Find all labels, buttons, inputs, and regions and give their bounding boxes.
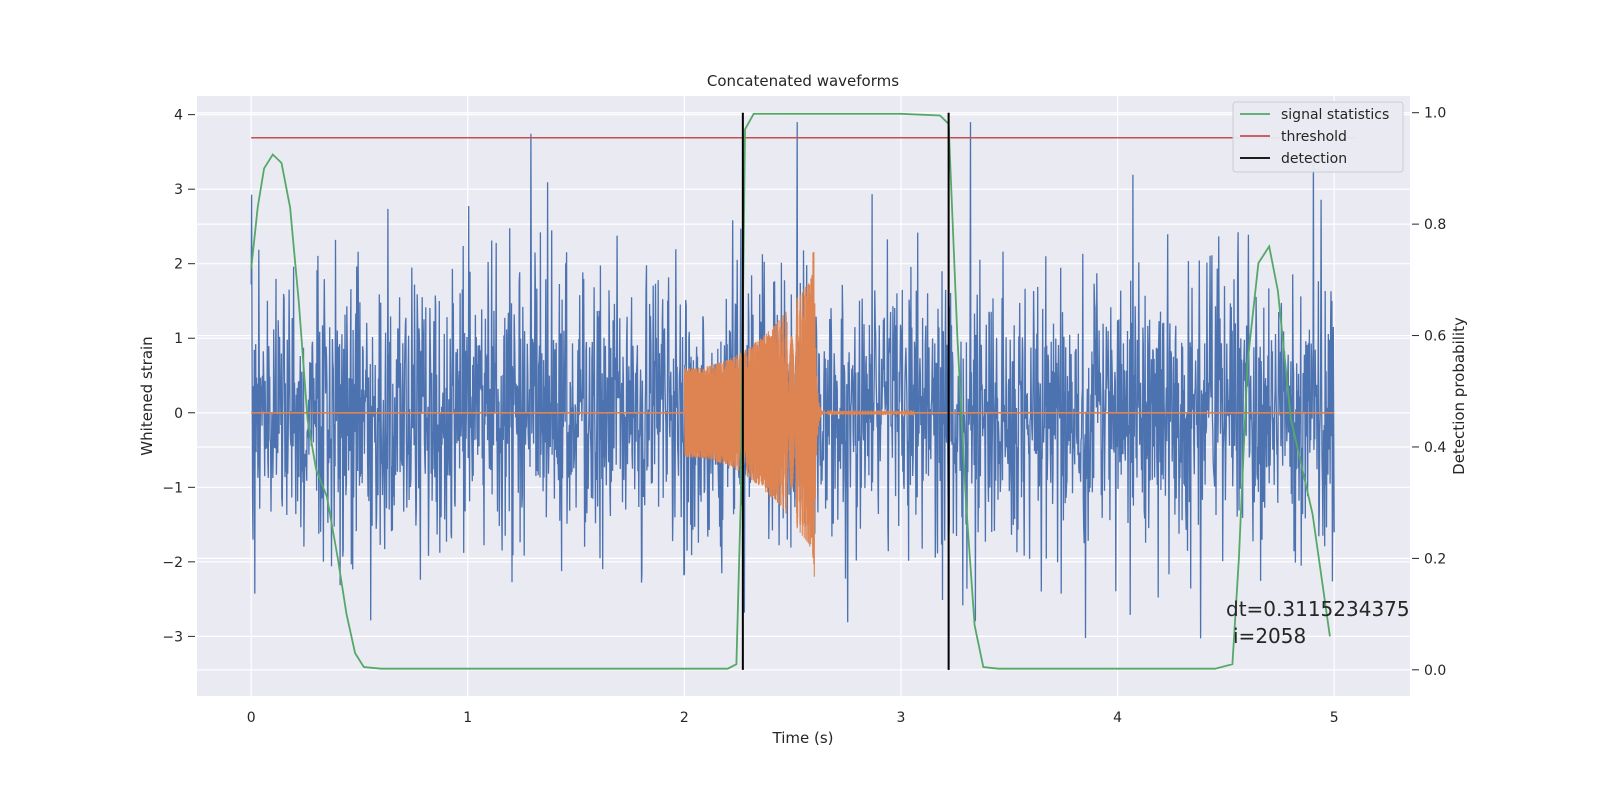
axis-ticks: 0 1 2 3 4 5 4 3 2 1 0 −1 −2 −3 1.0 0.8 0.6 0.4 0.2 0.0 [162, 106, 1446, 726]
y-axis-label-right: Detection probability [1450, 317, 1468, 475]
y-tick-label-right: 1.0 [1424, 106, 1446, 122]
signal-statistics-line [250, 112, 1331, 670]
y-tick-label-right: 0.0 [1424, 663, 1446, 679]
annotation-index: i=2058 [1233, 624, 1306, 648]
legend-label-detection: detection [1281, 151, 1347, 167]
x-tick-label: 3 [897, 710, 906, 726]
y-tick-label-left: −1 [162, 480, 183, 496]
chart-title: Concatenated waveforms [707, 72, 899, 90]
x-axis-label: Time (s) [772, 729, 834, 747]
y-tick-label-left: −3 [162, 629, 183, 645]
x-tick-label: 5 [1330, 710, 1339, 726]
x-tick-label: 1 [463, 710, 472, 726]
y-tick-label-right: 0.4 [1424, 440, 1446, 456]
y-axis-label-left: Whitened strain [138, 336, 156, 455]
x-tick-label: 0 [247, 710, 256, 726]
y-tick-label-left: 0 [174, 406, 183, 422]
legend-box [1232, 101, 1404, 173]
y-tick-label-left: 2 [174, 257, 183, 273]
y-tick-label-left: 3 [174, 182, 183, 198]
y-tick-label-right: 0.6 [1424, 329, 1446, 345]
y-tick-label-left: 4 [174, 108, 183, 124]
y-tick-label-left: −2 [162, 555, 183, 571]
legend: signal statistics threshold detection [1232, 101, 1404, 173]
legend-label-threshold: threshold [1281, 129, 1347, 145]
x-tick-label: 2 [680, 710, 689, 726]
y-tick-label-left: 1 [174, 331, 183, 347]
annotation-dt: dt=0.3115234375 [1226, 597, 1410, 621]
x-tick-label: 4 [1113, 710, 1122, 726]
legend-label-signal-statistics: signal statistics [1281, 107, 1389, 123]
y-tick-label-right: 0.2 [1424, 551, 1446, 567]
detection-lines [741, 112, 950, 670]
y-tick-label-right: 0.8 [1424, 217, 1446, 233]
injected-waveform-line [683, 251, 915, 577]
